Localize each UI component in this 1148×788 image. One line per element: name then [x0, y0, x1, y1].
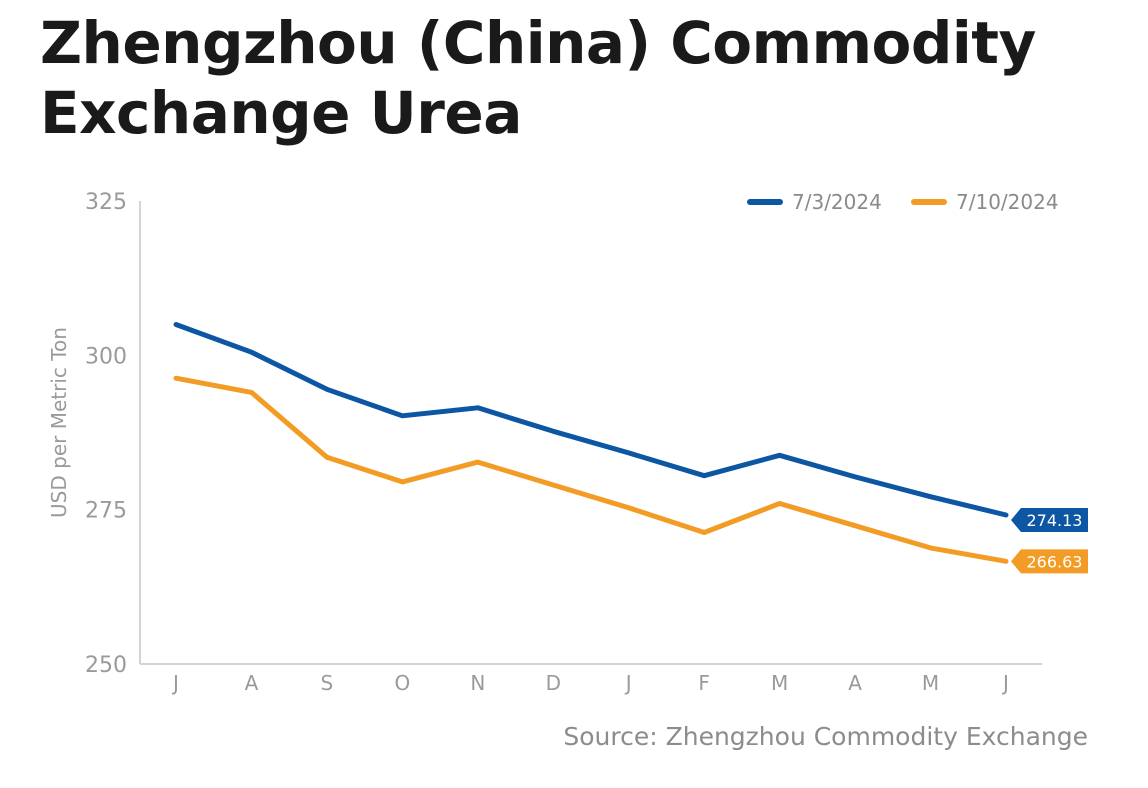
legend-item: 7/10/2024 [911, 190, 1059, 214]
y-tick-label: 325 [85, 190, 127, 215]
y-axis-label: USD per Metric Ton [47, 327, 71, 518]
x-tick-label: F [698, 671, 710, 695]
y-tick-label: 250 [85, 653, 127, 678]
end-value-badge [1011, 549, 1088, 574]
legend-label: 7/3/2024 [792, 190, 882, 214]
x-tick-label: J [624, 671, 632, 695]
x-tick-label: M [771, 671, 788, 695]
legend-item: 7/3/2024 [747, 190, 882, 214]
x-tick-label: S [321, 671, 334, 695]
end-value-badge [1011, 508, 1088, 533]
end-value-label: 266.63 [1011, 549, 1088, 574]
end-value-label: 274.13 [1011, 508, 1088, 533]
x-tick-label: J [171, 671, 179, 695]
x-tick-label: D [546, 671, 561, 695]
source-note: Source: Zhengzhou Commodity Exchange [563, 722, 1088, 751]
y-tick-label: 275 [85, 499, 127, 524]
x-tick-label: A [245, 671, 259, 695]
end-value-text: 266.63 [1027, 552, 1083, 571]
x-tick-label: A [848, 671, 862, 695]
legend: 7/3/2024 7/10/2024 [747, 190, 1059, 214]
x-tick-label: O [394, 671, 410, 695]
x-tick-label: J [1001, 671, 1009, 695]
x-tick-label: N [470, 671, 485, 695]
y-axis-ticks: 250 275 300 325 [85, 190, 127, 678]
y-tick-label: 300 [85, 344, 127, 369]
legend-label: 7/10/2024 [956, 190, 1059, 214]
series-line [173, 322, 1009, 518]
x-tick-label: M [922, 671, 939, 695]
end-value-text: 274.13 [1027, 511, 1083, 530]
series-layer: 274.13 266.63 [173, 322, 1088, 574]
chart-title: Zhengzhou (China) Commodity Exchange Ure… [40, 9, 1036, 147]
series-line [173, 375, 1009, 564]
